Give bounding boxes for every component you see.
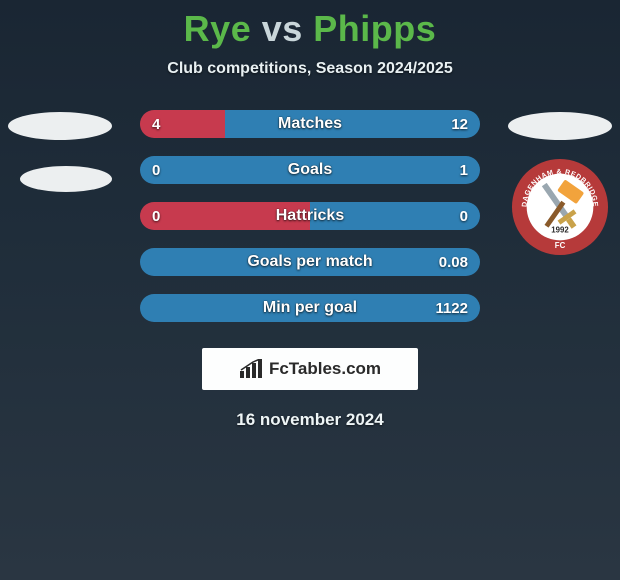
comparison-bars: 412Matches 01Goals 00Hattricks 0.08Goals pe…	[140, 106, 480, 322]
watermark: FcTables.com	[202, 348, 418, 390]
left-badge-placeholder-2	[20, 166, 112, 192]
stat-row: 1122Min per goal	[140, 294, 480, 322]
bar-fill-left	[140, 110, 225, 138]
right-team-column: DAGENHAM & REDBRIDGE FC	[500, 106, 620, 256]
bar-fill-right	[310, 202, 480, 230]
bar-fill-right	[140, 248, 480, 276]
stat-row: 412Matches	[140, 110, 480, 138]
left-team-column	[0, 106, 120, 192]
bar-fill-left	[140, 202, 310, 230]
right-badge-placeholder	[508, 112, 612, 140]
bar-fill-right	[140, 156, 480, 184]
club-crest: DAGENHAM & REDBRIDGE FC	[511, 158, 609, 256]
title-vs: vs	[262, 8, 303, 49]
bars-icon	[239, 359, 263, 379]
bar-fill-right	[140, 294, 480, 322]
subtitle: Club competitions, Season 2024/2025	[0, 60, 620, 78]
left-badge-placeholder-1	[8, 112, 112, 140]
comparison-panel: DAGENHAM & REDBRIDGE FC	[0, 106, 620, 322]
stat-row: 01Goals	[140, 156, 480, 184]
crest-year: 1992	[551, 225, 569, 234]
title-player2: Phipps	[313, 8, 436, 49]
stat-row: 00Hattricks	[140, 202, 480, 230]
date-text: 16 november 2024	[0, 410, 620, 430]
crest-fc-text: FC	[555, 241, 566, 250]
bar-fill-right	[225, 110, 480, 138]
page-title: Rye vs Phipps	[0, 0, 620, 50]
title-player1: Rye	[184, 8, 252, 49]
infographic-root: Rye vs Phipps Club competitions, Season …	[0, 0, 620, 580]
stat-row: 0.08Goals per match	[140, 248, 480, 276]
watermark-text: FcTables.com	[269, 359, 381, 379]
